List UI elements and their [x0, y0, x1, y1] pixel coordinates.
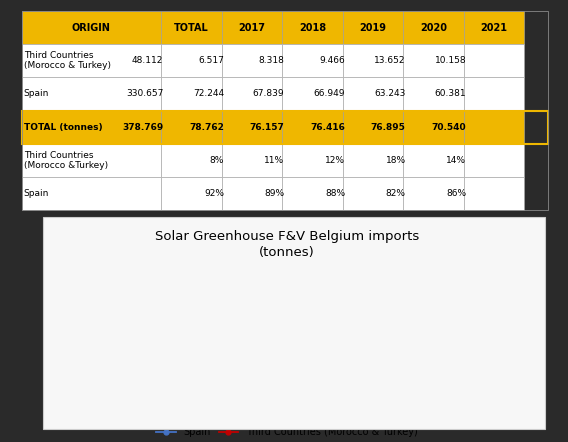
Text: 9.466: 9.466: [271, 332, 297, 341]
Text: 63.243: 63.243: [353, 335, 385, 344]
Text: 66.949: 66.949: [271, 314, 303, 323]
Text: 76.895: 76.895: [371, 122, 406, 132]
Text: 8.318: 8.318: [258, 56, 285, 65]
Text: (tonnes): (tonnes): [259, 246, 315, 259]
Text: 12%: 12%: [325, 156, 345, 165]
Text: Third Countries
(Morocco &Turkey): Third Countries (Morocco &Turkey): [24, 151, 108, 170]
Text: 66.949: 66.949: [314, 89, 345, 99]
Text: 6.517: 6.517: [198, 56, 224, 65]
Text: Spain: Spain: [24, 89, 49, 99]
Text: TOTAL (tonnes): TOTAL (tonnes): [24, 122, 102, 132]
Text: 14%: 14%: [446, 156, 466, 165]
Text: 70.540: 70.540: [432, 122, 466, 132]
Text: 2019: 2019: [360, 23, 387, 33]
Legend: Spain, Third Countries (Morocco & Turkey): Spain, Third Countries (Morocco & Turkey…: [152, 423, 421, 441]
Text: 13.652: 13.652: [374, 56, 406, 65]
Text: 67.839: 67.839: [189, 309, 221, 317]
Text: Spain: Spain: [24, 189, 49, 198]
Text: 13.652: 13.652: [353, 282, 385, 291]
Text: 67.839: 67.839: [253, 89, 285, 99]
Text: 11%: 11%: [264, 156, 285, 165]
Text: 2017: 2017: [239, 23, 265, 33]
Text: 78.762: 78.762: [189, 122, 224, 132]
Text: 8%: 8%: [210, 156, 224, 165]
Text: 72.244: 72.244: [193, 89, 224, 99]
Text: 63.243: 63.243: [374, 89, 406, 99]
Text: 8.318: 8.318: [206, 367, 232, 377]
Text: 89%: 89%: [264, 189, 285, 198]
Text: 82%: 82%: [386, 189, 406, 198]
Text: 2021: 2021: [481, 23, 508, 33]
Text: 10.158: 10.158: [449, 326, 480, 335]
Text: 10.158: 10.158: [435, 56, 466, 65]
Text: 330.657: 330.657: [126, 89, 164, 99]
Text: 9.466: 9.466: [319, 56, 345, 65]
Text: ORIGIN: ORIGIN: [72, 23, 111, 33]
Text: 2020: 2020: [420, 23, 447, 33]
Text: 72.244: 72.244: [108, 283, 139, 292]
Text: 2018: 2018: [299, 23, 326, 33]
Text: 60.381: 60.381: [435, 89, 466, 99]
Text: TOTAL: TOTAL: [174, 23, 209, 33]
Text: 378.769: 378.769: [122, 122, 164, 132]
Text: Solar Greenhouse F&V Belgium imports: Solar Greenhouse F&V Belgium imports: [154, 230, 419, 243]
Text: 76.416: 76.416: [310, 122, 345, 132]
Text: 76.157: 76.157: [249, 122, 285, 132]
Text: Third Countries
(Morocco & Turkey): Third Countries (Morocco & Turkey): [24, 51, 111, 70]
Text: 88%: 88%: [325, 189, 345, 198]
Text: 86%: 86%: [446, 189, 466, 198]
Text: 92%: 92%: [204, 189, 224, 198]
Text: 18%: 18%: [386, 156, 406, 165]
Text: 60.381: 60.381: [435, 377, 466, 386]
Text: 6.517: 6.517: [107, 390, 133, 399]
Text: 48.112: 48.112: [132, 56, 164, 65]
